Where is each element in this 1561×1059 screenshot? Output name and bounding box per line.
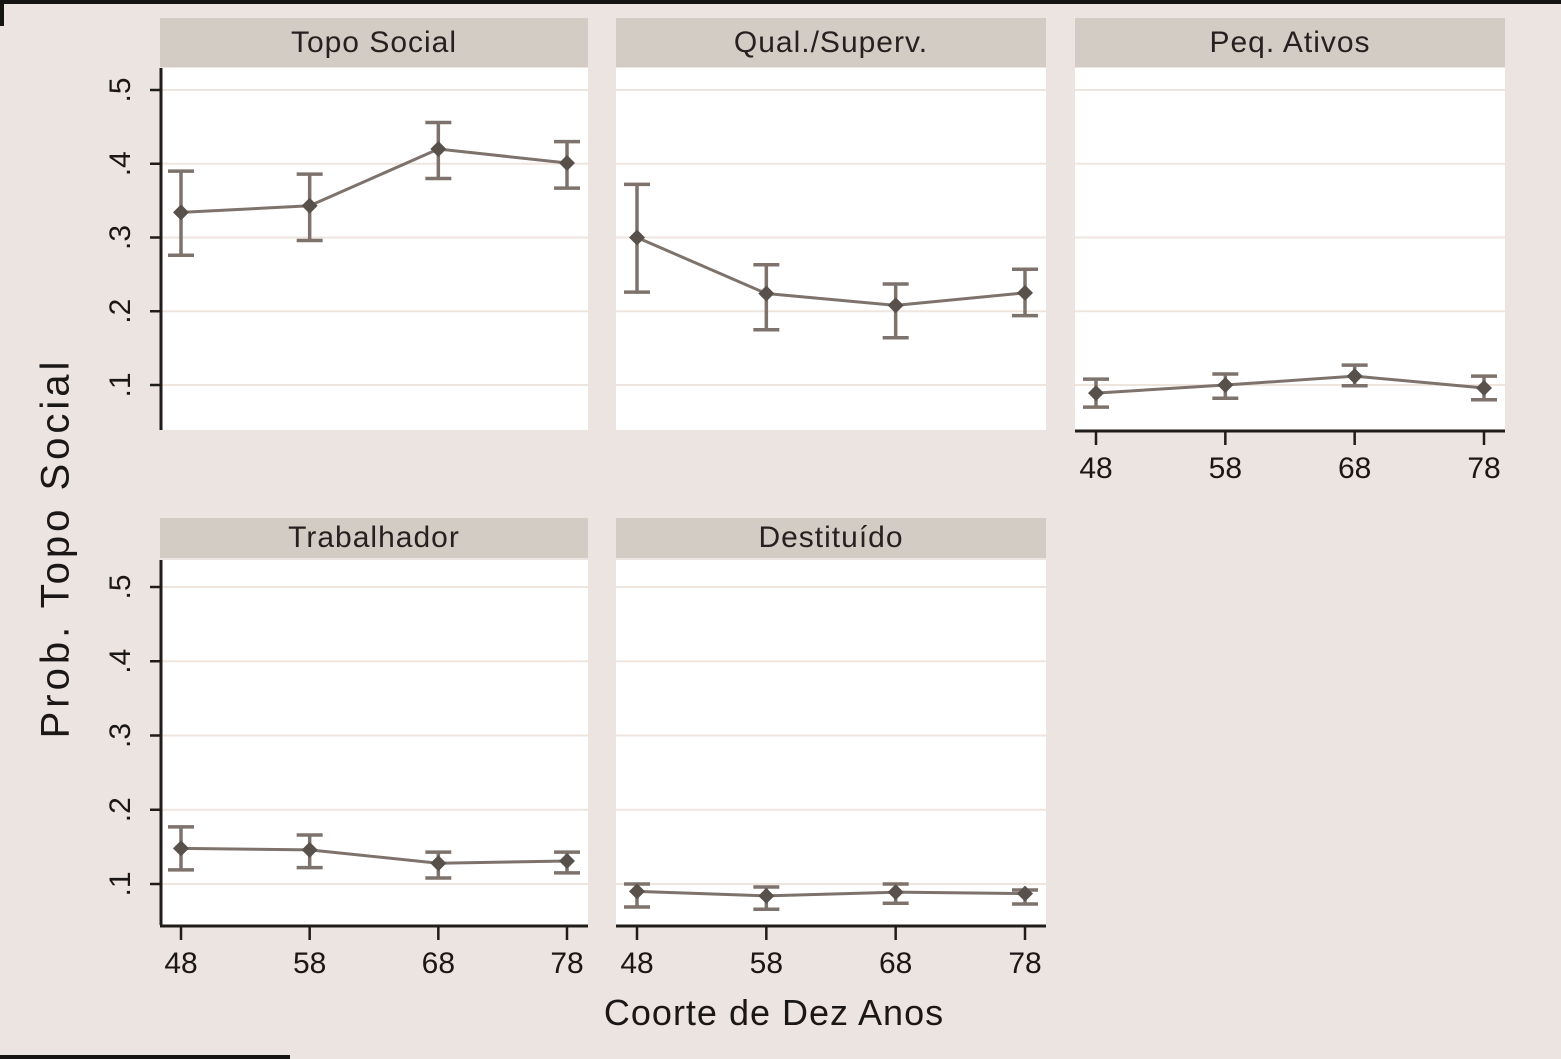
y-tick-label: .1 <box>104 372 137 397</box>
x-tick-label: 48 <box>620 947 653 980</box>
x-tick-label: 48 <box>164 947 197 980</box>
data-point-marker <box>559 852 575 869</box>
y-tick-label: .5 <box>104 574 137 599</box>
data-point-marker <box>629 229 645 246</box>
y-tick-label: .3 <box>104 723 137 748</box>
plot-area <box>160 68 588 430</box>
data-point-marker <box>173 204 189 221</box>
x-tick-label: 58 <box>750 947 783 980</box>
panel-header-qual-superv: Qual./Superv. <box>616 18 1046 67</box>
data-point-marker <box>1017 284 1033 301</box>
data-point-marker <box>430 141 447 157</box>
series-line <box>180 846 568 865</box>
series-line <box>636 236 1026 307</box>
panel-header-peq-ativos: Peq. Ativos <box>1075 18 1505 67</box>
x-tick-label: 58 <box>293 947 326 980</box>
y-tick-label: .5 <box>104 77 137 102</box>
y-tick-label: .4 <box>104 649 137 674</box>
data-point-marker <box>887 297 904 314</box>
data-point-marker <box>173 840 189 857</box>
data-point-marker <box>1346 368 1363 385</box>
x-tick-label: 78 <box>1467 452 1500 485</box>
scan-border-left <box>0 0 4 26</box>
panel-header-destitu-do: Destituído <box>616 518 1046 558</box>
data-point-marker <box>430 855 447 872</box>
x-axis-title: Coorte de Dez Anos <box>603 992 945 1033</box>
y-tick-label: .3 <box>104 225 137 250</box>
y-tick-label: .4 <box>104 151 137 176</box>
panel-qual-superv <box>616 68 1046 430</box>
y-axis-title: Prob. Topo Social <box>33 357 78 739</box>
scan-border-top <box>0 0 1561 4</box>
data-point-marker <box>1088 385 1104 402</box>
x-tick-label: 68 <box>1338 452 1371 485</box>
data-point-marker <box>301 841 318 858</box>
y-tick-label: .2 <box>104 299 137 324</box>
panel-trabalhador: .1 .2 .3 .4 .5 48 58 68 78 <box>104 560 588 980</box>
x-tick-label: 68 <box>879 947 912 980</box>
data-point-marker <box>758 887 775 904</box>
panel-header-trabalhador: Trabalhador <box>160 518 588 558</box>
panel-destitu-do: 48 58 68 78 <box>616 560 1046 980</box>
data-point-marker <box>1476 379 1492 396</box>
series-line <box>636 889 1026 898</box>
x-tick-label: 78 <box>550 947 583 980</box>
series-line <box>180 147 568 214</box>
x-tick-label: 58 <box>1209 452 1242 485</box>
data-point-marker <box>1217 377 1234 393</box>
data-point-marker <box>1017 885 1033 902</box>
panel-topo-social: .1 .2 .3 .4 .5 <box>104 68 588 430</box>
y-tick-label: .1 <box>104 871 137 896</box>
x-tick-label: 78 <box>1008 947 1041 980</box>
data-point-marker <box>758 285 775 302</box>
data-point-marker <box>301 197 318 214</box>
data-point-marker <box>629 883 645 900</box>
scan-border-bottom <box>0 1055 290 1059</box>
x-tick-label: 68 <box>422 947 455 980</box>
x-tick-label: 48 <box>1079 452 1112 485</box>
y-tick-label: .2 <box>104 797 137 822</box>
data-point-marker <box>559 155 575 172</box>
plot-area <box>160 560 588 925</box>
plot-area <box>1075 68 1505 430</box>
data-point-marker <box>887 884 904 901</box>
plot-area <box>616 68 1046 430</box>
panel-peq-ativos: 48 58 68 78 <box>1075 68 1505 485</box>
panel-header-topo-social: Topo Social <box>160 18 588 67</box>
plot-area <box>616 560 1046 925</box>
series-line <box>1095 374 1485 395</box>
